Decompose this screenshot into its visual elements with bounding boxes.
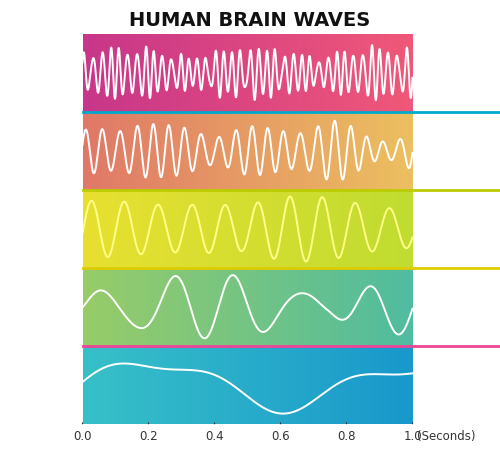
Text: 0.2: 0.2	[139, 429, 158, 443]
Text: Intuition: Intuition	[431, 302, 482, 312]
Text: Detached: Detached	[428, 358, 484, 368]
Text: 0.4: 0.4	[205, 429, 224, 443]
Text: Insight: Insight	[436, 46, 476, 56]
Text: 4 - 7 Hz: 4 - 7 Hz	[21, 313, 61, 323]
Text: Memory: Memory	[432, 317, 480, 327]
Text: Meditation: Meditation	[424, 286, 488, 296]
Text: ALPHA: ALPHA	[18, 213, 64, 226]
Text: 0.1 - 3 Hz: 0.1 - 3 Hz	[16, 391, 66, 401]
Text: Relaxation: Relaxation	[425, 208, 488, 218]
Text: (Seconds): (Seconds)	[416, 429, 475, 443]
Text: 0.8: 0.8	[337, 429, 356, 443]
Text: 1.0: 1.0	[403, 429, 422, 443]
Text: Expanded: Expanded	[427, 76, 485, 86]
Text: Creativity: Creativity	[428, 239, 485, 249]
Text: 8 - 15 Hz: 8 - 15 Hz	[18, 236, 64, 246]
Text: DELTA: DELTA	[20, 369, 62, 382]
Text: Sleep: Sleep	[440, 402, 472, 412]
Text: Concentration: Concentration	[414, 146, 498, 156]
Text: GAMMA: GAMMA	[14, 57, 68, 70]
Text: 0.6: 0.6	[271, 429, 290, 443]
Text: HUMAN BRAIN WAVES: HUMAN BRAIN WAVES	[130, 11, 370, 30]
Text: 0.0: 0.0	[73, 429, 92, 443]
Text: 16 - 30 Hz: 16 - 30 Hz	[14, 158, 68, 168]
Text: consciousness: consciousness	[414, 91, 498, 101]
Text: Alertness: Alertness	[428, 130, 484, 140]
Text: awareness: awareness	[425, 372, 488, 383]
Text: Peak focus: Peak focus	[424, 61, 488, 71]
Text: Healing: Healing	[434, 387, 479, 397]
Text: THETA: THETA	[19, 291, 64, 304]
Text: Cognition: Cognition	[428, 161, 484, 171]
Text: 31 - 100 Hz: 31 - 100 Hz	[12, 80, 71, 90]
Text: BETA: BETA	[24, 135, 59, 148]
Text: Visualization: Visualization	[418, 224, 494, 234]
